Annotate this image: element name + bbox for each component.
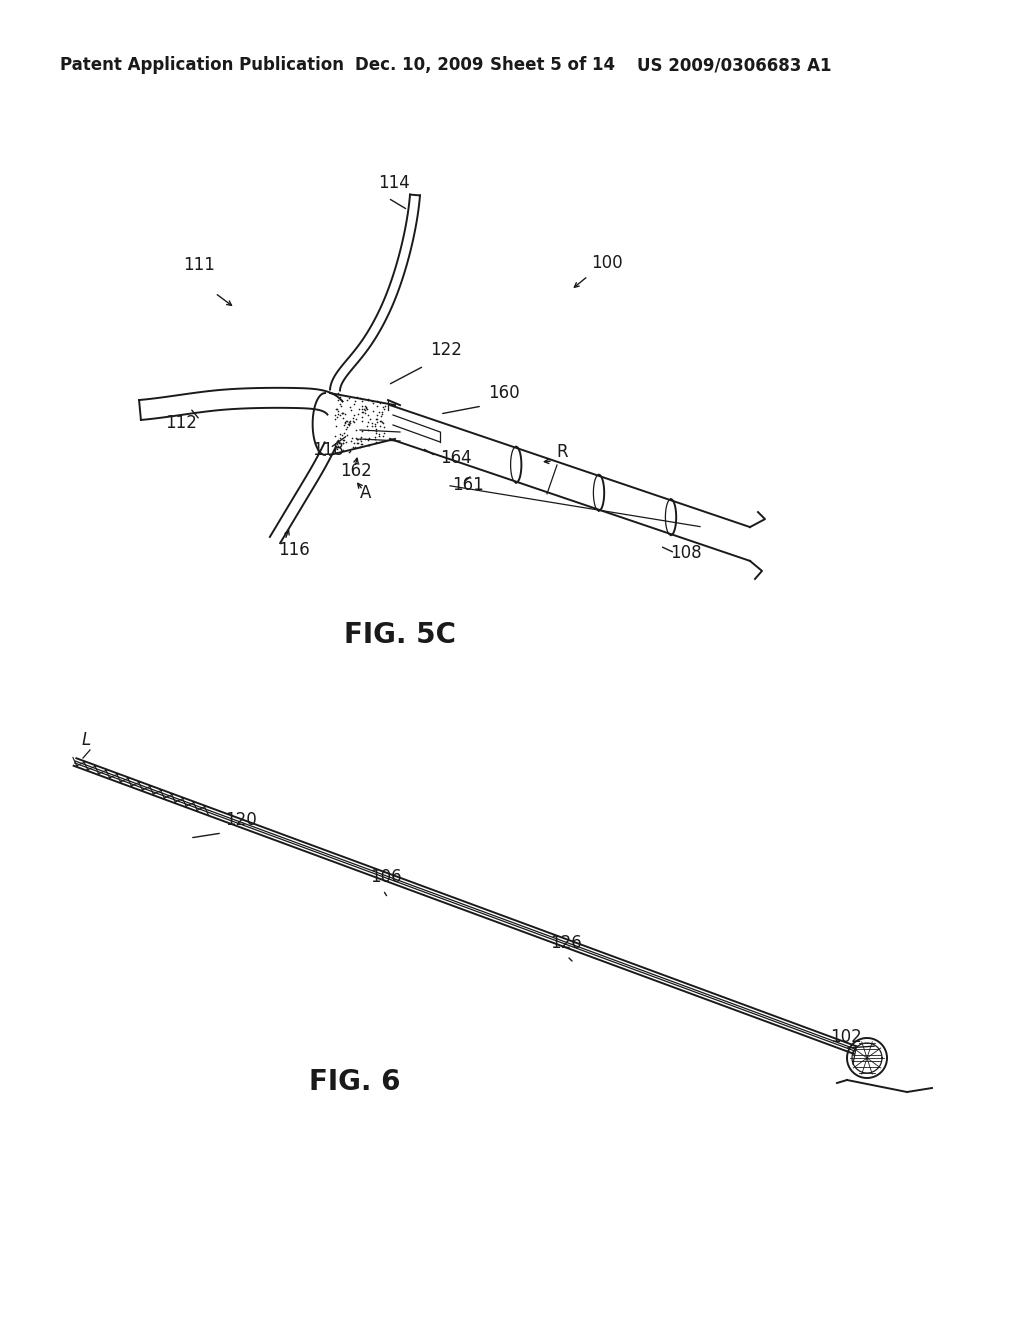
Text: 164: 164 xyxy=(440,449,472,467)
Text: Dec. 10, 2009: Dec. 10, 2009 xyxy=(355,55,483,74)
Text: A: A xyxy=(360,484,372,502)
Text: 162: 162 xyxy=(340,462,372,480)
Text: 111: 111 xyxy=(183,256,215,275)
Text: 114: 114 xyxy=(378,174,410,191)
Text: Sheet 5 of 14: Sheet 5 of 14 xyxy=(490,55,615,74)
Text: US 2009/0306683 A1: US 2009/0306683 A1 xyxy=(637,55,831,74)
Text: 100: 100 xyxy=(591,253,623,272)
Text: L: L xyxy=(82,731,91,748)
Text: 161: 161 xyxy=(452,477,483,494)
Text: R: R xyxy=(556,444,567,461)
Text: 122: 122 xyxy=(430,341,462,359)
Text: 116: 116 xyxy=(278,541,309,558)
Text: 102: 102 xyxy=(830,1028,862,1045)
Text: 160: 160 xyxy=(488,384,519,403)
Text: 126: 126 xyxy=(550,935,582,952)
Text: FIG. 5C: FIG. 5C xyxy=(344,620,456,649)
Text: 108: 108 xyxy=(670,544,701,562)
Text: 118: 118 xyxy=(312,441,344,459)
Text: Patent Application Publication: Patent Application Publication xyxy=(60,55,344,74)
Text: 112: 112 xyxy=(165,414,197,432)
Text: FIG. 6: FIG. 6 xyxy=(309,1068,400,1096)
Text: 106: 106 xyxy=(370,869,401,886)
Text: 120: 120 xyxy=(225,810,257,829)
